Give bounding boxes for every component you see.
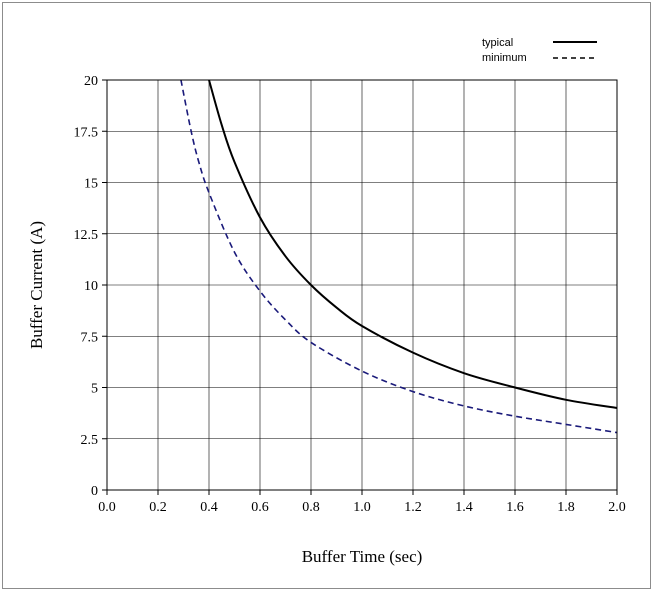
y-tick-label: 17.5: [74, 125, 99, 140]
grid-lines: [102, 79, 618, 495]
x-tick-label: 0.8: [302, 500, 320, 515]
x-tick-label: 1.2: [404, 500, 422, 515]
y-tick-label: 10: [84, 279, 98, 294]
legend-label-typical: typical: [482, 37, 513, 49]
y-axis-title: Buffer Current (A): [27, 221, 46, 349]
y-tick-label: 12.5: [74, 228, 99, 243]
x-tick-label: 1.8: [557, 500, 575, 515]
y-tick-label: 5: [91, 382, 98, 397]
y-tick-label: 7.5: [81, 330, 99, 345]
y-tick-label: 20: [84, 74, 98, 89]
x-tick-label: 0.4: [200, 500, 218, 515]
legend-label-minimum: minimum: [482, 52, 527, 64]
x-tick-label: 2.0: [608, 500, 626, 515]
x-axis-title: Buffer Time (sec): [302, 547, 423, 566]
x-tick-label: 0.2: [149, 500, 167, 515]
series-layer: [180, 79, 618, 434]
series-line-minimum: [180, 79, 618, 434]
tick-labels: 0.0 0.2 0.4 0.6 0.8 1.0 1.2 1.4 1.6 1.8 2.0 0 2.5 5 7.…: [74, 74, 626, 515]
x-tick-label: 0.0: [98, 500, 116, 515]
x-tick-label: 1.0: [353, 500, 371, 515]
x-tick-label: 1.4: [455, 500, 473, 515]
plot-area-border: [106, 79, 618, 491]
y-tick-label: 2.5: [81, 433, 99, 448]
legend: typical minimum: [482, 37, 597, 64]
series-line-typical: [208, 79, 618, 409]
y-tick-label: 0: [91, 484, 98, 499]
x-tick-label: 1.6: [506, 500, 524, 515]
y-tick-label: 15: [84, 177, 98, 192]
x-tick-label: 0.6: [251, 500, 269, 515]
